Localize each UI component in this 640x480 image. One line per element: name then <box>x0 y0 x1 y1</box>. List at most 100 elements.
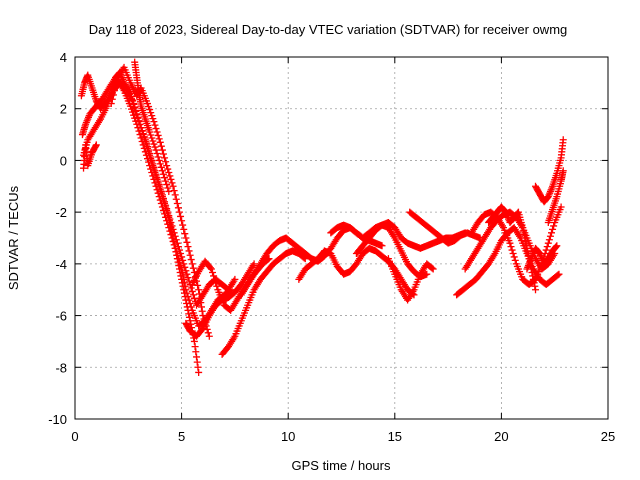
data-point-marker <box>136 131 144 139</box>
data-point-marker <box>156 160 164 168</box>
data-point-marker <box>519 224 527 232</box>
data-point-marker <box>528 268 536 276</box>
data-point-marker <box>181 230 189 238</box>
data-point-marker <box>155 156 163 164</box>
x-tick-label: 25 <box>601 429 615 444</box>
data-point-marker <box>185 296 193 304</box>
data-point-marker <box>137 124 145 132</box>
data-point-marker <box>154 153 162 161</box>
data-point-marker <box>159 150 167 158</box>
series-arc-4 <box>80 141 100 172</box>
data-point-marker <box>151 167 159 175</box>
data-point-marker <box>250 260 258 268</box>
data-point-marker <box>180 279 188 287</box>
data-point-marker <box>171 191 179 199</box>
data-point-marker <box>166 215 174 223</box>
data-point-marker <box>151 143 159 151</box>
data-point-marker <box>194 281 202 289</box>
data-point-marker <box>543 243 551 251</box>
data-point-marker <box>151 121 159 129</box>
data-point-marker <box>163 181 171 189</box>
data-point-marker <box>423 270 431 278</box>
data-point-marker <box>167 175 175 183</box>
data-point-marker <box>183 238 191 246</box>
data-point-marker <box>550 222 558 230</box>
data-point-marker <box>554 271 562 279</box>
data-point-marker <box>157 163 165 171</box>
data-point-marker <box>148 156 156 164</box>
data-point-marker <box>172 195 180 203</box>
data-point-marker <box>179 256 187 264</box>
plot-frame <box>74 56 609 420</box>
data-point-marker <box>161 198 169 206</box>
data-point-marker <box>164 184 172 192</box>
data-point-marker <box>184 293 192 301</box>
data-point-marker <box>552 243 560 251</box>
data-point-marker <box>141 136 149 144</box>
data-point-marker <box>193 358 201 366</box>
data-point-marker <box>156 138 164 146</box>
x-tick-label: 10 <box>281 429 295 444</box>
data-point-marker <box>157 187 165 195</box>
x-tick-label: 15 <box>388 429 402 444</box>
data-point-marker <box>152 146 160 154</box>
data-point-marker <box>175 246 183 254</box>
data-point-marker <box>165 212 173 220</box>
data-point-marker <box>555 270 563 278</box>
data-point-marker <box>191 343 199 351</box>
data-point-marker <box>231 275 239 283</box>
data-point-marker <box>138 127 146 135</box>
data-point-marker <box>195 286 203 294</box>
data-point-marker <box>164 165 172 173</box>
data-point-marker <box>183 289 191 297</box>
data-point-marker <box>519 227 527 235</box>
data-point-marker <box>163 205 171 213</box>
data-point-marker <box>170 187 178 195</box>
data-point-marker <box>182 286 190 294</box>
data-point-marker <box>186 300 194 308</box>
data-point-marker <box>170 229 178 237</box>
data-point-marker <box>147 109 155 117</box>
data-point-marker <box>178 217 186 225</box>
data-point-marker <box>107 100 115 108</box>
data-point-marker <box>209 268 217 276</box>
data-point-marker <box>553 242 561 250</box>
data-point-marker <box>142 139 150 147</box>
data-point-marker <box>524 248 532 256</box>
y-tick-label: -6 <box>55 309 67 324</box>
data-point-marker <box>189 291 197 299</box>
data-point-marker <box>181 263 189 271</box>
data-point-marker <box>147 131 155 139</box>
data-point-marker <box>206 264 214 272</box>
data-point-marker <box>184 243 192 251</box>
data-point-marker <box>175 208 183 216</box>
data-point-marker <box>179 221 187 229</box>
data-point-marker <box>174 204 182 212</box>
series-arc-20 <box>532 136 567 206</box>
data-point-marker <box>178 253 186 261</box>
data-point-marker <box>147 153 155 161</box>
data-point-marker <box>155 181 163 189</box>
data-point-marker <box>154 177 162 185</box>
data-point-marker <box>177 212 185 220</box>
data-point-marker <box>185 277 193 285</box>
data-point-marker <box>146 128 154 136</box>
data-point-marker <box>129 97 137 105</box>
data-point-marker <box>194 363 202 371</box>
data-point-marker <box>159 170 167 178</box>
data-point-marker <box>152 170 160 178</box>
x-tick-label: 20 <box>494 429 508 444</box>
data-point-marker <box>133 111 141 119</box>
data-point-marker <box>188 260 196 268</box>
data-point-marker <box>112 82 120 90</box>
chart-title: Day 118 of 2023, Sidereal Day-to-day VTE… <box>89 22 568 37</box>
data-point-marker <box>171 232 179 240</box>
data-point-marker <box>195 290 203 298</box>
data-point-marker <box>522 237 530 245</box>
data-point-marker <box>164 208 172 216</box>
data-point-marker <box>92 142 100 150</box>
series-arc-2 <box>80 76 235 330</box>
data-point-marker <box>157 142 165 150</box>
data-point-marker <box>149 160 157 168</box>
